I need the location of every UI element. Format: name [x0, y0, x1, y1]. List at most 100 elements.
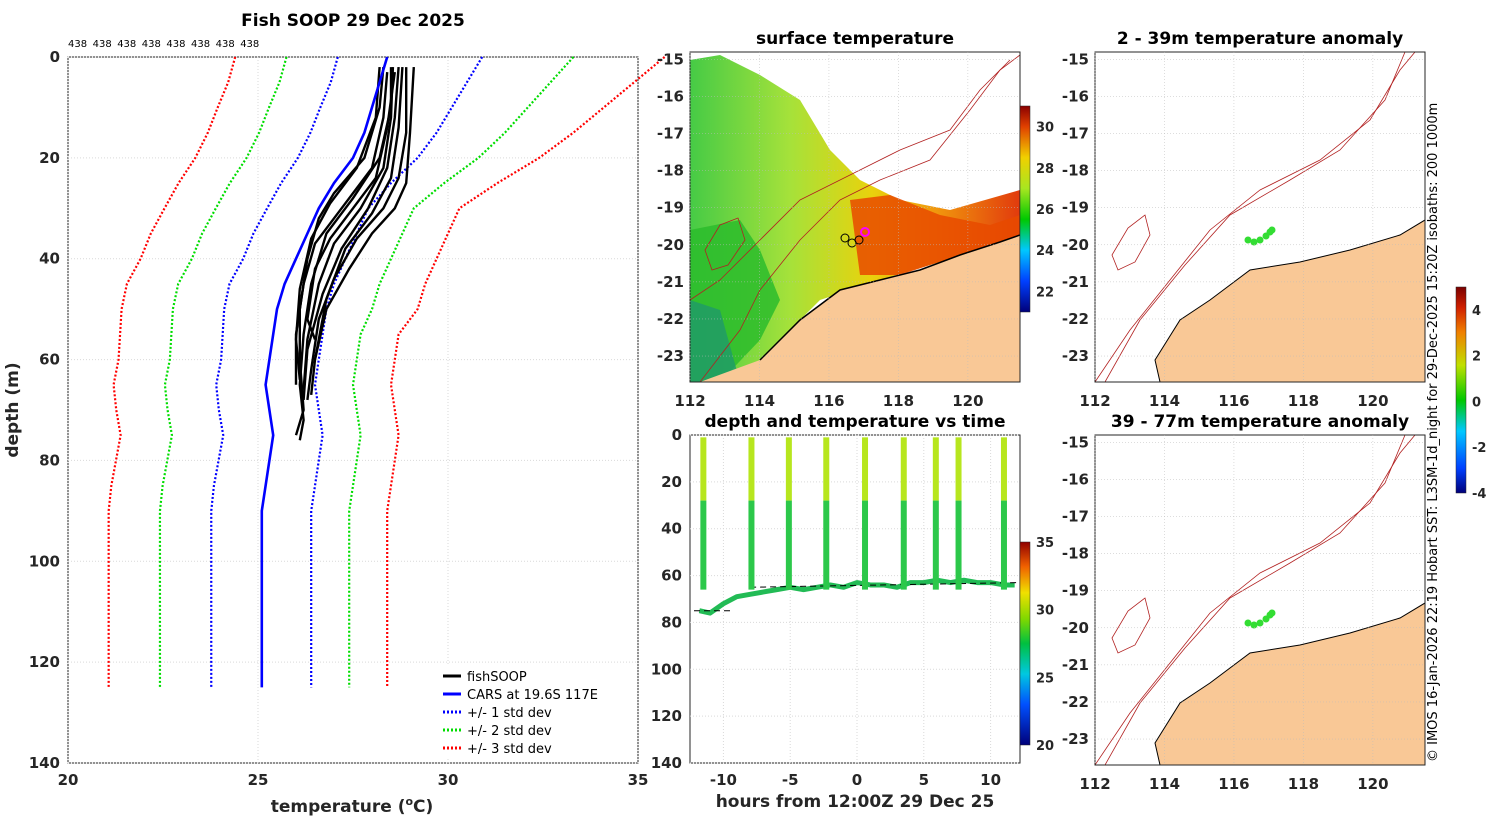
- bottom-track: [698, 577, 1015, 616]
- profile-std-lines: [107, 56, 666, 688]
- isobath-1000: [1104, 52, 1406, 382]
- dt-xtick-label: 0: [852, 771, 862, 789]
- profile-ytick-label: 40: [39, 250, 60, 268]
- map-xtick-label: 120: [952, 392, 983, 410]
- cast-lower: [700, 500, 707, 590]
- colorbar-tick-label: -4: [1472, 487, 1486, 502]
- sst-map-ticks: 112 114 116 118 120 -15 -16 -17 -18 -19 -20 -21 -22 -…: [657, 50, 1020, 410]
- anomaly-colorbar: [1455, 286, 1467, 494]
- map-ytick-label: -23: [1062, 347, 1089, 365]
- profile-ytick-label: 20: [39, 149, 60, 167]
- isobath-200: [1095, 52, 1416, 382]
- map-ytick-label: -19: [1062, 199, 1089, 217]
- dt-ytick-label: 20: [661, 473, 682, 491]
- fishsoop-profile: [310, 67, 404, 395]
- map-xtick-label: 118: [1288, 392, 1319, 410]
- map-ytick-label: -17: [1062, 508, 1089, 526]
- dt-ytick-label: 140: [651, 754, 682, 772]
- anomaly-colorbar-ticks: -4 -2 0 2 4: [1472, 304, 1486, 502]
- dt-xtick-label: 5: [919, 771, 929, 789]
- map-xtick-label: 120: [1357, 775, 1388, 793]
- map-ytick-label: -18: [1062, 162, 1089, 180]
- fishsoop-profile: [306, 71, 396, 340]
- map-ytick-label: -23: [1062, 730, 1089, 748]
- std-line-1-lower: [210, 56, 339, 688]
- profile-count-label: 438: [93, 39, 112, 50]
- map-ytick-label: -21: [1062, 273, 1089, 291]
- legend-std3: +/- 3 std dev: [467, 742, 552, 757]
- map-ytick-label: -17: [1062, 125, 1089, 143]
- island-outline: [1111, 214, 1151, 271]
- dt-xtick-label: -5: [782, 771, 799, 789]
- cast-upper: [823, 437, 830, 501]
- legend-std2: +/- 2 std dev: [467, 724, 552, 739]
- profile-count-label: 438: [142, 39, 161, 50]
- cast-lower: [1000, 500, 1007, 590]
- map-ytick-label: -18: [1062, 545, 1089, 563]
- profile-ytick-label: 80: [39, 451, 60, 469]
- anomaly-point: [1268, 609, 1276, 617]
- map-ytick-label: -21: [657, 273, 684, 291]
- colorbar-tick-label: 0: [1472, 395, 1481, 410]
- depth-time-axes: [689, 434, 1021, 764]
- profile-count-label: 438: [216, 39, 235, 50]
- map-ytick-label: -16: [657, 87, 684, 105]
- anomaly-point: [1244, 619, 1252, 627]
- map-ytick-label: -20: [657, 236, 684, 254]
- map-ytick-label: -15: [657, 50, 684, 68]
- dt-xtick-label: -10: [710, 771, 737, 789]
- land-mass: [1154, 219, 1425, 382]
- profile-ylabel: depth (m): [3, 362, 23, 457]
- map-xtick-label: 112: [674, 392, 705, 410]
- colorbar-tick-label: 28: [1036, 162, 1054, 177]
- map-xtick-label: 118: [883, 392, 914, 410]
- sst-map-field: [690, 54, 1020, 382]
- map-xtick-label: 114: [1149, 775, 1180, 793]
- profile-xlabel: temperature (oC): [271, 795, 434, 817]
- map-xtick-label: 112: [1079, 775, 1110, 793]
- profile-count-label: 438: [166, 39, 185, 50]
- map-ytick-label: -20: [1062, 236, 1089, 254]
- colorbar-tick-label: 24: [1036, 244, 1054, 259]
- anom-lower-title: 39 - 77m temperature anomaly: [1111, 412, 1409, 432]
- std-line-3-lower: [107, 56, 237, 688]
- profile-title: Fish SOOP 29 Dec 2025: [241, 11, 465, 31]
- profile-count-label: 438: [240, 39, 259, 50]
- cast-lower: [823, 500, 830, 590]
- dt-ytick-label: 40: [661, 520, 682, 538]
- cars-mean-line: [260, 56, 389, 688]
- map-ytick-label: -22: [1062, 693, 1089, 711]
- profile-ytick-label: 0: [50, 48, 60, 66]
- cast-upper: [1000, 437, 1007, 501]
- colorbar-tick-label: 30: [1036, 604, 1054, 619]
- colorbar-tick-label: 2: [1472, 350, 1481, 365]
- cast-upper: [785, 437, 792, 501]
- legend-fishsoop: fishSOOP: [467, 670, 527, 685]
- map-ytick-label: -19: [657, 199, 684, 217]
- anomaly-point: [1256, 619, 1264, 627]
- dt-ytick-label: 0: [672, 426, 682, 444]
- std-line-3-upper: [386, 56, 666, 688]
- fishsoop-profile: [302, 67, 395, 390]
- time-colorbar-ticks: 20 25 30 35: [1036, 536, 1054, 754]
- anomaly-point: [1256, 236, 1264, 244]
- map-xtick-label: 116: [813, 392, 844, 410]
- anomaly-point: [1250, 621, 1258, 629]
- island-outline: [1111, 597, 1151, 654]
- map-xtick-label: 114: [1149, 392, 1180, 410]
- map-xtick-label: 116: [1218, 775, 1249, 793]
- map-xtick-label: 112: [1079, 392, 1110, 410]
- anomaly-lower-panel: 39 - 77m temperature anomaly 112 114 116 11…: [1062, 412, 1426, 793]
- profile-count-label: 438: [117, 39, 136, 50]
- map-xtick-label: 120: [1357, 392, 1388, 410]
- legend-cars: CARS at 19.6S 117E: [467, 688, 598, 703]
- profile-xtick-label: 35: [628, 771, 649, 789]
- colorbar-tick-label: 26: [1036, 203, 1054, 218]
- depth-time-xlabel: hours from 12:00Z 29 Dec 25: [716, 792, 995, 812]
- sst-cast-markers: [840, 227, 870, 248]
- cast-upper: [748, 437, 755, 501]
- credit-text: © IMOS 16-Jan-2026 22:19 Hobart SST: L3S…: [1426, 103, 1441, 762]
- bottom-ref-line: [750, 582, 1018, 588]
